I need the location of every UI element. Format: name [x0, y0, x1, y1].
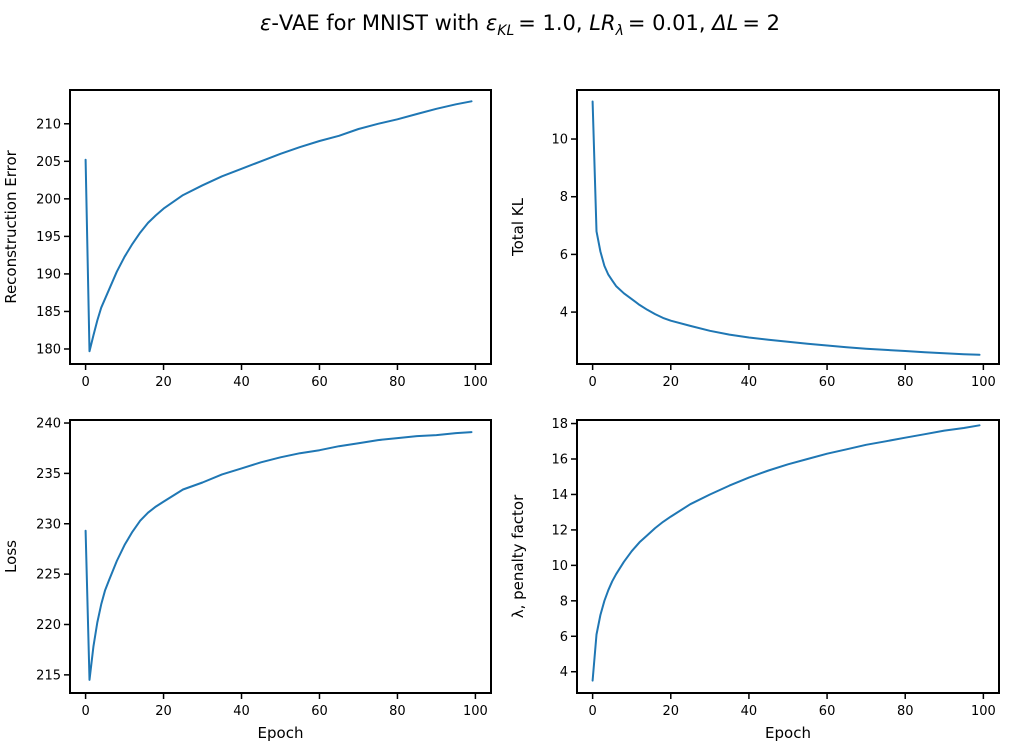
recon-ytick-label-5: 205 — [36, 155, 61, 170]
kl-ytick-label-0: 4 — [560, 306, 568, 321]
loss-xtick-label-0: 0 — [81, 704, 89, 719]
loss-ytick-label-0: 215 — [36, 668, 61, 683]
lambda-xtick-label-2: 40 — [741, 704, 758, 719]
title-sep-1: , — [576, 11, 589, 35]
title-lr-value: = 0.01 — [628, 11, 699, 35]
recon-series-line — [84, 100, 473, 353]
lambda-ytick-label-0: 4 — [560, 665, 568, 680]
lambda-ytick-label-2: 8 — [560, 594, 568, 609]
title-lr-symbol: LR — [589, 11, 615, 35]
recon-ylabel: Reconstruction Error — [2, 149, 20, 303]
loss-xtick-label-2: 40 — [233, 704, 250, 719]
panel-loss: 0 20 40 60 80 100 215 220 225 230 235 240 Loss Epoch — [2, 417, 492, 742]
title-sep-2: , — [699, 11, 712, 35]
recon-ytick-label-3: 195 — [36, 230, 61, 245]
lambda-ytick-label-4: 12 — [551, 523, 568, 538]
lambda-ytick-label-1: 6 — [560, 630, 568, 645]
loss-xtick-label-4: 80 — [389, 704, 406, 719]
recon-xtick-label-0: 0 — [81, 375, 89, 390]
recon-ytick-label-4: 200 — [36, 192, 61, 207]
lambda-axes-frame — [576, 419, 1000, 694]
recon-xtick-label-2: 40 — [233, 375, 250, 390]
kl-ytick-label-2: 8 — [560, 190, 568, 205]
title-dl-symbol: ΔL — [710, 11, 738, 35]
kl-ytick-label-1: 6 — [560, 248, 568, 263]
lambda-xtick-label-5: 100 — [971, 704, 996, 719]
recon-ytick-label-6: 210 — [36, 117, 61, 132]
panel-reconstruction-error: 0 20 40 60 80 100 180 185 190 195 200 205 210 Reconst… — [2, 89, 492, 390]
recon-xtick-label-1: 20 — [155, 375, 172, 390]
kl-ylabel: Total KL — [509, 197, 527, 257]
lambda-xtick-label-3: 60 — [819, 704, 836, 719]
recon-ytick-label-1: 185 — [36, 305, 61, 320]
loss-ytick-label-3: 230 — [36, 517, 61, 532]
lambda-xlabel: Epoch — [765, 724, 811, 742]
recon-xtick-label-3: 60 — [311, 375, 328, 390]
lambda-xtick-label-4: 80 — [897, 704, 914, 719]
kl-xtick-label-2: 40 — [741, 375, 758, 390]
loss-xtick-label-3: 60 — [311, 704, 328, 719]
kl-ytick-label-3: 10 — [551, 133, 568, 148]
title-dl-value: = 2 — [742, 11, 780, 35]
loss-series-line — [84, 431, 473, 681]
loss-ytick-label-2: 225 — [36, 568, 61, 583]
loss-ytick-label-4: 235 — [36, 467, 61, 482]
panel-lambda-penalty: 0 20 40 60 80 100 4 6 8 10 12 14 16 18 λ, penalty fact… — [509, 417, 1000, 742]
figure-title: ε-VAE for MNIST with εKL = 1.0, LRλ = 0.01… — [260, 11, 780, 39]
loss-ylabel: Loss — [2, 540, 20, 573]
loss-xtick-label-1: 20 — [155, 704, 172, 719]
kl-xtick-label-3: 60 — [819, 375, 836, 390]
lambda-series-line — [591, 424, 981, 682]
lambda-xtick-label-1: 20 — [663, 704, 680, 719]
loss-axes-frame — [69, 419, 492, 694]
loss-ytick-label-1: 220 — [36, 618, 61, 633]
loss-xtick-label-5: 100 — [463, 704, 488, 719]
loss-ytick-label-5: 240 — [36, 417, 61, 432]
kl-xtick-label-0: 0 — [588, 375, 596, 390]
recon-axes-frame — [69, 89, 492, 365]
recon-xtick-label-4: 80 — [389, 375, 406, 390]
kl-xtick-label-4: 80 — [897, 375, 914, 390]
recon-ytick-label-0: 180 — [36, 342, 61, 357]
recon-xtick-label-5: 100 — [463, 375, 488, 390]
title-lr-subscript: λ — [615, 23, 624, 39]
kl-axes-frame — [576, 89, 1000, 365]
kl-xtick-label-5: 100 — [971, 375, 996, 390]
recon-ytick-label-2: 190 — [36, 267, 61, 282]
kl-series-line — [591, 100, 981, 356]
lambda-ytick-label-3: 10 — [551, 559, 568, 574]
lambda-ytick-label-5: 14 — [551, 488, 568, 503]
title-epsilon-value: = 1.0 — [518, 11, 576, 35]
loss-xlabel: Epoch — [258, 724, 304, 742]
title-epsilon-symbol-2: ε — [486, 11, 497, 35]
title-epsilon-subscript: KL — [497, 23, 514, 39]
title-prefix: -VAE for MNIST with — [271, 11, 486, 35]
lambda-ytick-label-7: 18 — [551, 417, 568, 432]
panel-total-kl: 0 20 40 60 80 100 4 6 8 10 Total KL — [509, 89, 1000, 390]
kl-xtick-label-1: 20 — [663, 375, 680, 390]
title-epsilon-symbol: ε — [260, 11, 271, 35]
lambda-ylabel: λ, penalty factor — [509, 494, 527, 618]
lambda-xtick-label-0: 0 — [588, 704, 596, 719]
lambda-ytick-label-6: 16 — [551, 453, 568, 468]
